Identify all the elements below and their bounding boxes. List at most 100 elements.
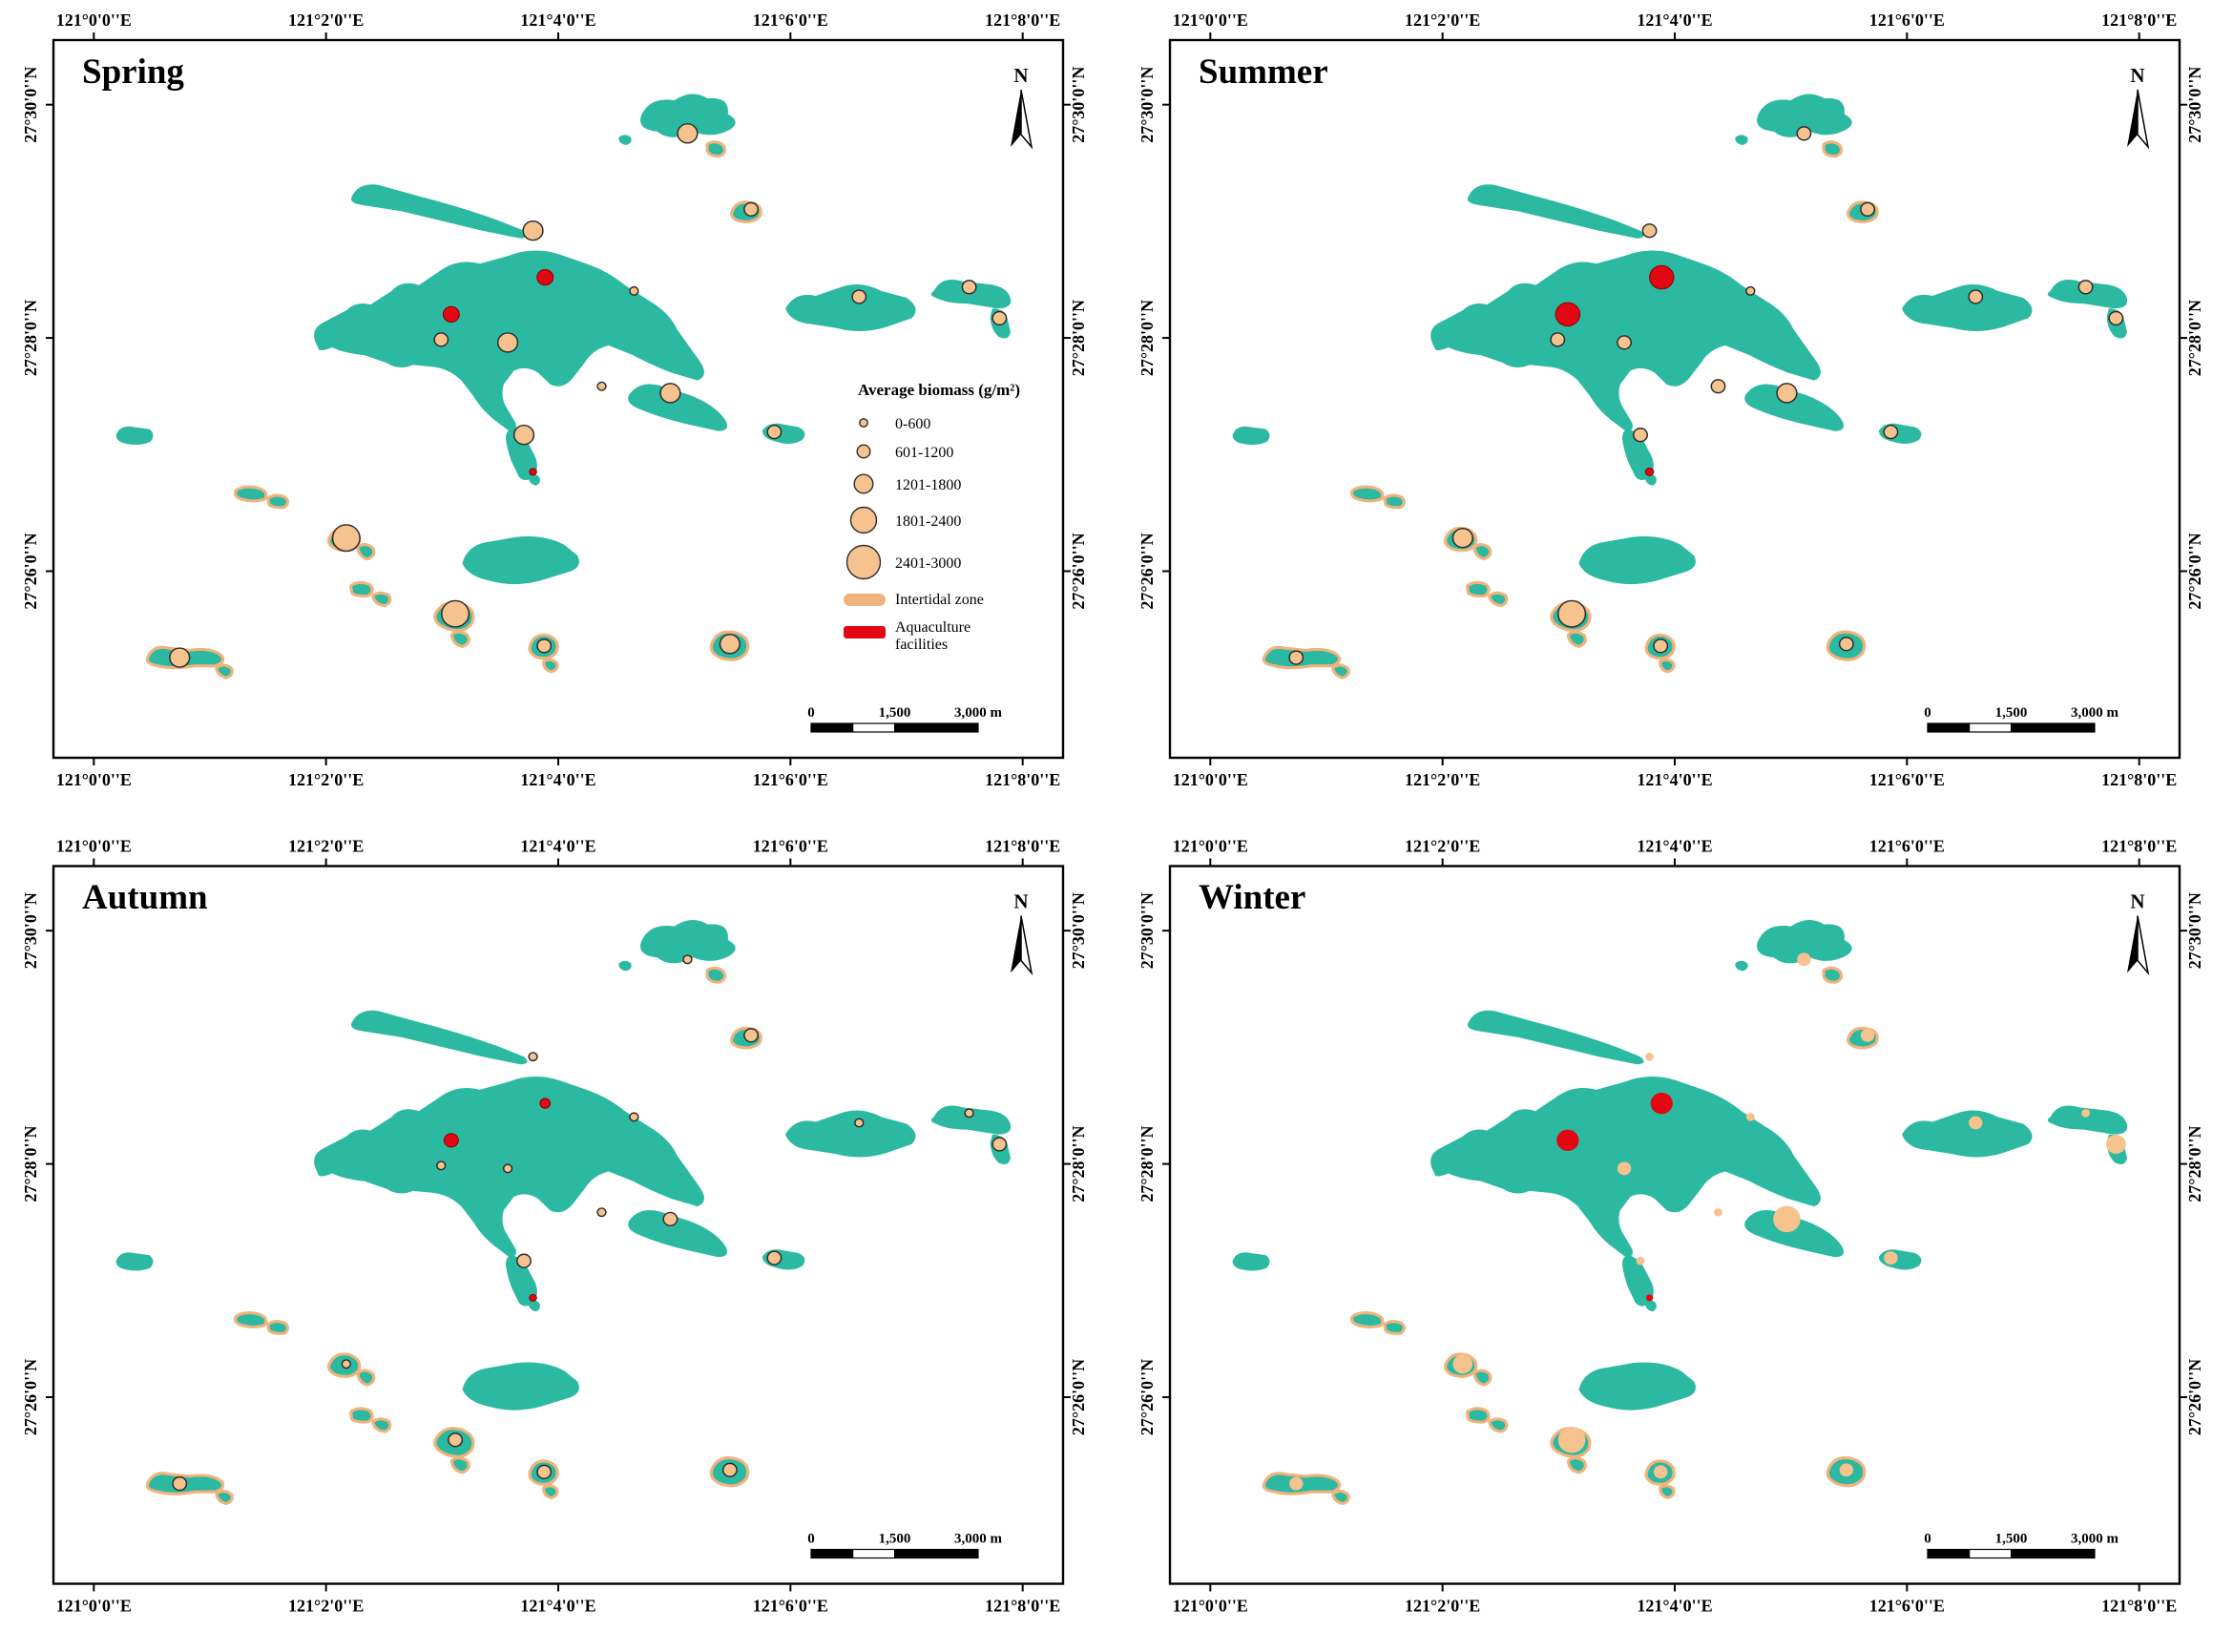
x-tick-label: 121°8'0''E	[2101, 770, 2177, 789]
biomass-point	[1969, 1116, 1983, 1130]
island-shape	[1644, 1300, 1657, 1312]
island-shape	[930, 1105, 1012, 1135]
scale-bar-segment	[811, 1549, 853, 1558]
north-arrow-icon	[1020, 915, 1033, 976]
biomass-point	[851, 289, 867, 304]
biomass-point	[1883, 425, 1899, 440]
map-area-spring: 121°0'0''E 121°0'0''E 121°2'0''E 121°2'0''E…	[0, 0, 1116, 826]
island-shape	[785, 284, 916, 331]
aquaculture-point	[1644, 467, 1655, 477]
y-tick-label: 27°30'0''N	[21, 67, 40, 143]
island-shape	[218, 666, 231, 677]
biomass-point	[502, 1163, 513, 1174]
y-tick-label: 27°26'0''N	[21, 533, 40, 609]
legend-aquaculture-label: facilities	[895, 637, 948, 653]
x-tick-label: 121°0'0''E	[1173, 770, 1248, 789]
biomass-point	[1636, 1256, 1645, 1265]
biomass-point	[991, 310, 1008, 326]
y-tick-label: 27°28'0''N	[1137, 1125, 1157, 1202]
biomass-point	[1641, 223, 1658, 239]
biomass-point	[854, 1118, 865, 1128]
x-tick-label: 121°2'0''E	[288, 837, 364, 856]
island-shape	[1467, 1010, 1644, 1065]
x-tick-label: 121°6'0''E	[753, 10, 828, 30]
biomass-point	[1557, 1426, 1586, 1453]
y-tick-label: 27°30'0''N	[1137, 67, 1157, 143]
biomass-point	[2081, 1109, 2091, 1118]
biomass-point	[331, 524, 361, 553]
island-shape	[785, 1110, 916, 1158]
scale-bar-outline	[1927, 722, 2096, 733]
x-tick-label: 121°4'0''E	[520, 1597, 595, 1616]
y-tick-label: 27°28'0''N	[21, 300, 40, 376]
scale-bar-segment	[894, 723, 978, 732]
island-shape	[628, 384, 728, 431]
north-arrow-icon	[2137, 915, 2150, 976]
island-shape	[1825, 969, 1840, 981]
scale-bar-label: 1,500	[1995, 705, 2028, 721]
map-content	[115, 920, 1012, 1505]
scale-bar-outline	[810, 722, 979, 733]
x-tick-label: 121°6'0''E	[1869, 10, 1945, 30]
x-tick-label: 121°6'0''E	[753, 770, 828, 789]
scale-bar-segment	[811, 723, 853, 732]
scale-bar-label: 3,000 m	[2071, 705, 2119, 721]
map-frame	[1168, 38, 2181, 760]
biomass-point	[2108, 310, 2124, 326]
island-shape	[1621, 429, 1654, 481]
legend-size-label: 1801-2400	[895, 513, 961, 530]
island-shape	[618, 960, 632, 972]
island-shape	[462, 536, 579, 585]
island-shape	[1757, 920, 1852, 964]
island-shape	[1334, 1492, 1347, 1502]
island-shape	[374, 594, 389, 605]
panel-summer: 121°0'0''E 121°0'0''E 121°2'0''E 121°2'0''E…	[1116, 0, 2233, 826]
biomass-point	[629, 1112, 639, 1122]
island-shape	[115, 426, 154, 446]
north-arrow-icon	[1020, 89, 1033, 150]
map-area-summer: 121°0'0''E 121°0'0''E 121°2'0''E 121°2'0''E…	[1116, 0, 2233, 826]
x-tick-label: 121°0'0''E	[56, 837, 132, 856]
biomass-point	[721, 1462, 738, 1477]
x-tick-label: 121°4'0''E	[520, 10, 595, 30]
biomass-point	[522, 220, 544, 241]
biomass-point	[682, 954, 693, 965]
aquaculture-point	[1555, 302, 1581, 327]
island-shape	[528, 473, 540, 486]
island-shape	[1469, 583, 1488, 596]
scale-bar-segment	[894, 1549, 978, 1558]
island-shape	[350, 1010, 528, 1065]
y-tick-label: 27°28'0''N	[2185, 300, 2204, 376]
legend-intertidal-swatch	[844, 594, 886, 606]
y-tick-label: 27°30'0''N	[2185, 67, 2204, 143]
island-shape	[640, 920, 736, 964]
island-shape	[115, 1252, 154, 1271]
biomass-point	[1838, 637, 1854, 652]
panel-autumn: 121°0'0''E 121°0'0''E 121°2'0''E 121°2'0''E…	[0, 826, 1116, 1652]
x-tick-label: 121°2'0''E	[1405, 10, 1480, 30]
x-tick-label: 121°0'0''E	[56, 10, 132, 30]
y-tick-label: 27°26'0''N	[21, 1359, 40, 1435]
legend-size-circle	[853, 473, 874, 494]
biomass-point	[516, 1253, 532, 1268]
y-tick-label: 27°26'0''N	[2185, 1359, 2204, 1435]
biomass-point	[629, 285, 639, 296]
biomass-point	[1653, 1465, 1668, 1479]
biomass-point	[1776, 383, 1798, 404]
island-shape	[1353, 488, 1382, 500]
island-shape	[1661, 1487, 1673, 1496]
island-shape	[1353, 1314, 1382, 1326]
legend-size-label: 0-600	[895, 416, 930, 432]
island-shape	[1475, 1371, 1490, 1384]
x-tick-label: 121°6'0''E	[753, 1597, 828, 1616]
island-shape	[1569, 633, 1584, 645]
x-tick-label: 121°2'0''E	[288, 10, 364, 30]
y-tick-label: 27°28'0''N	[21, 1125, 40, 1202]
island-shape	[1744, 384, 1845, 431]
aquaculture-point	[529, 468, 537, 476]
biomass-point	[743, 1028, 760, 1043]
x-tick-label: 121°4'0''E	[1637, 837, 1712, 856]
x-tick-label: 121°8'0''E	[985, 1597, 1060, 1616]
biomass-point	[964, 1108, 974, 1119]
x-tick-label: 121°0'0''E	[1173, 837, 1248, 856]
